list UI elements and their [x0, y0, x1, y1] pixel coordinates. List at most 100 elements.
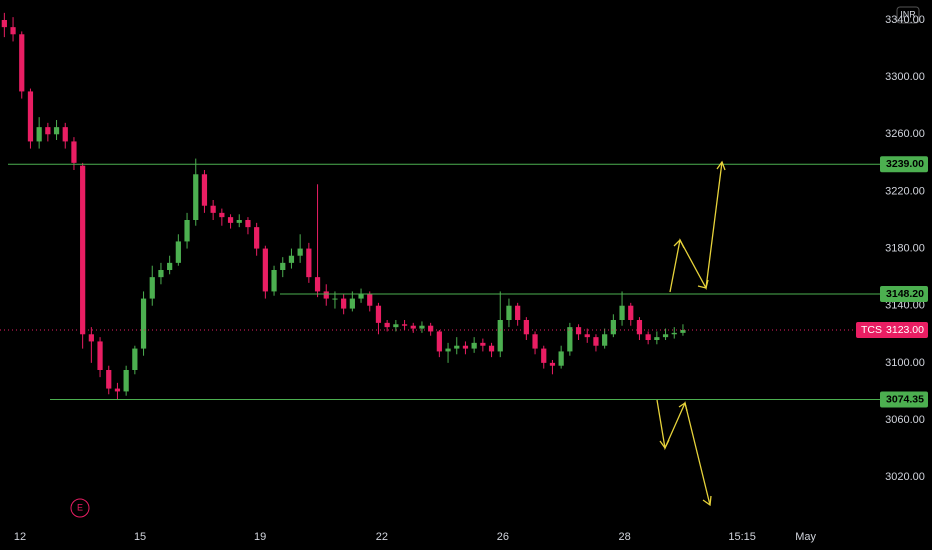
candle-body	[384, 322, 390, 328]
candle-body	[523, 320, 529, 335]
candle-body	[219, 212, 225, 218]
candle-body	[62, 127, 68, 142]
arrow-down-path	[656, 399, 711, 506]
candle-body	[245, 220, 251, 228]
candle-body	[332, 298, 338, 300]
currency-label[interactable]: INR	[900, 9, 916, 19]
candle-body	[184, 220, 190, 242]
level-label: 3148.20	[886, 288, 924, 300]
candle-body	[558, 351, 564, 366]
candle-body	[532, 334, 538, 349]
x-tick-label: 15	[134, 531, 146, 543]
arrow-head	[702, 495, 712, 507]
candle-body	[53, 127, 60, 135]
candle-body	[36, 127, 42, 142]
candle-body	[506, 305, 512, 320]
candle-body	[567, 327, 573, 352]
level-tag	[880, 391, 928, 408]
candle-body	[497, 320, 503, 352]
last-price-label: 3123.00	[886, 324, 924, 336]
candle-body	[393, 324, 399, 328]
candle-body	[636, 320, 643, 335]
candle-body	[349, 298, 355, 309]
arrow-head	[659, 439, 670, 450]
candle-body	[419, 325, 425, 329]
currency-box[interactable]	[896, 6, 920, 24]
candle-body	[193, 174, 199, 220]
y-tick-label: 3020.00	[885, 471, 925, 483]
x-tick-label: 15:15	[728, 531, 756, 543]
candle-body	[262, 248, 268, 292]
y-tick-label: 3220.00	[885, 185, 925, 197]
candle-body	[10, 27, 16, 35]
candle-body	[71, 141, 77, 163]
candle-body	[584, 334, 590, 338]
candle-body	[410, 325, 416, 329]
candle-body	[45, 127, 51, 135]
candle-body	[375, 305, 382, 323]
candle-body	[401, 324, 408, 326]
candle-body	[132, 348, 138, 370]
candle-body	[358, 294, 364, 299]
candle-body	[602, 334, 608, 346]
earnings-marker[interactable]	[70, 498, 90, 518]
earnings-label[interactable]: E	[77, 502, 83, 512]
projection-arrows	[656, 160, 726, 507]
x-tick-label: 19	[254, 531, 266, 543]
arrow-head	[678, 401, 688, 412]
y-tick-label: 3140.00	[885, 300, 925, 312]
candle-body	[471, 342, 477, 349]
candle-body	[88, 334, 94, 342]
candle-body	[541, 348, 547, 363]
candle-body	[593, 337, 599, 346]
candle-body	[462, 345, 469, 349]
candle-body	[236, 220, 242, 223]
level-tag	[880, 156, 928, 173]
arrow-head	[697, 279, 709, 289]
candle-body	[97, 341, 103, 370]
candle-body	[114, 388, 121, 392]
candle-body	[480, 342, 486, 346]
candle-body	[628, 305, 634, 320]
level-tag	[880, 286, 928, 302]
candle-body	[227, 217, 234, 223]
candle-body	[445, 348, 451, 352]
candle-body	[619, 305, 625, 320]
x-tick-label: 26	[497, 531, 509, 543]
candle-body	[201, 174, 208, 206]
x-tick-label: May	[795, 531, 816, 543]
y-tick-label: 3180.00	[885, 242, 925, 254]
y-tick-label: 3300.00	[885, 71, 925, 83]
candle-body	[654, 337, 660, 340]
candle-body	[367, 294, 373, 306]
candle-body	[436, 331, 442, 352]
candle-body	[662, 334, 669, 338]
candle-body	[488, 345, 495, 352]
candle-body	[80, 165, 86, 335]
candle-body	[271, 270, 277, 292]
x-tick-label: 12	[14, 531, 26, 543]
candle-body	[575, 327, 582, 335]
candle-body	[175, 241, 181, 263]
arrow-head	[716, 160, 726, 171]
candle-body	[515, 305, 521, 320]
arrow-head	[673, 238, 685, 249]
candle-body	[428, 325, 434, 332]
candle-body	[149, 277, 155, 299]
y-tick-label: 3100.00	[885, 357, 925, 369]
candle-body	[288, 255, 295, 263]
arrow-up-path	[669, 161, 723, 293]
y-tick-label: 3060.00	[885, 414, 925, 426]
candle-body	[341, 298, 347, 309]
x-tick-label: 22	[376, 531, 388, 543]
candle-body	[27, 91, 34, 142]
candle-body	[314, 277, 321, 292]
candle-body	[158, 270, 164, 278]
candle-body	[167, 262, 173, 270]
last-price-name: TCS	[861, 324, 882, 336]
y-tick-label: 3260.00	[885, 128, 925, 140]
candle-body	[323, 291, 329, 299]
candle-body	[210, 205, 216, 213]
